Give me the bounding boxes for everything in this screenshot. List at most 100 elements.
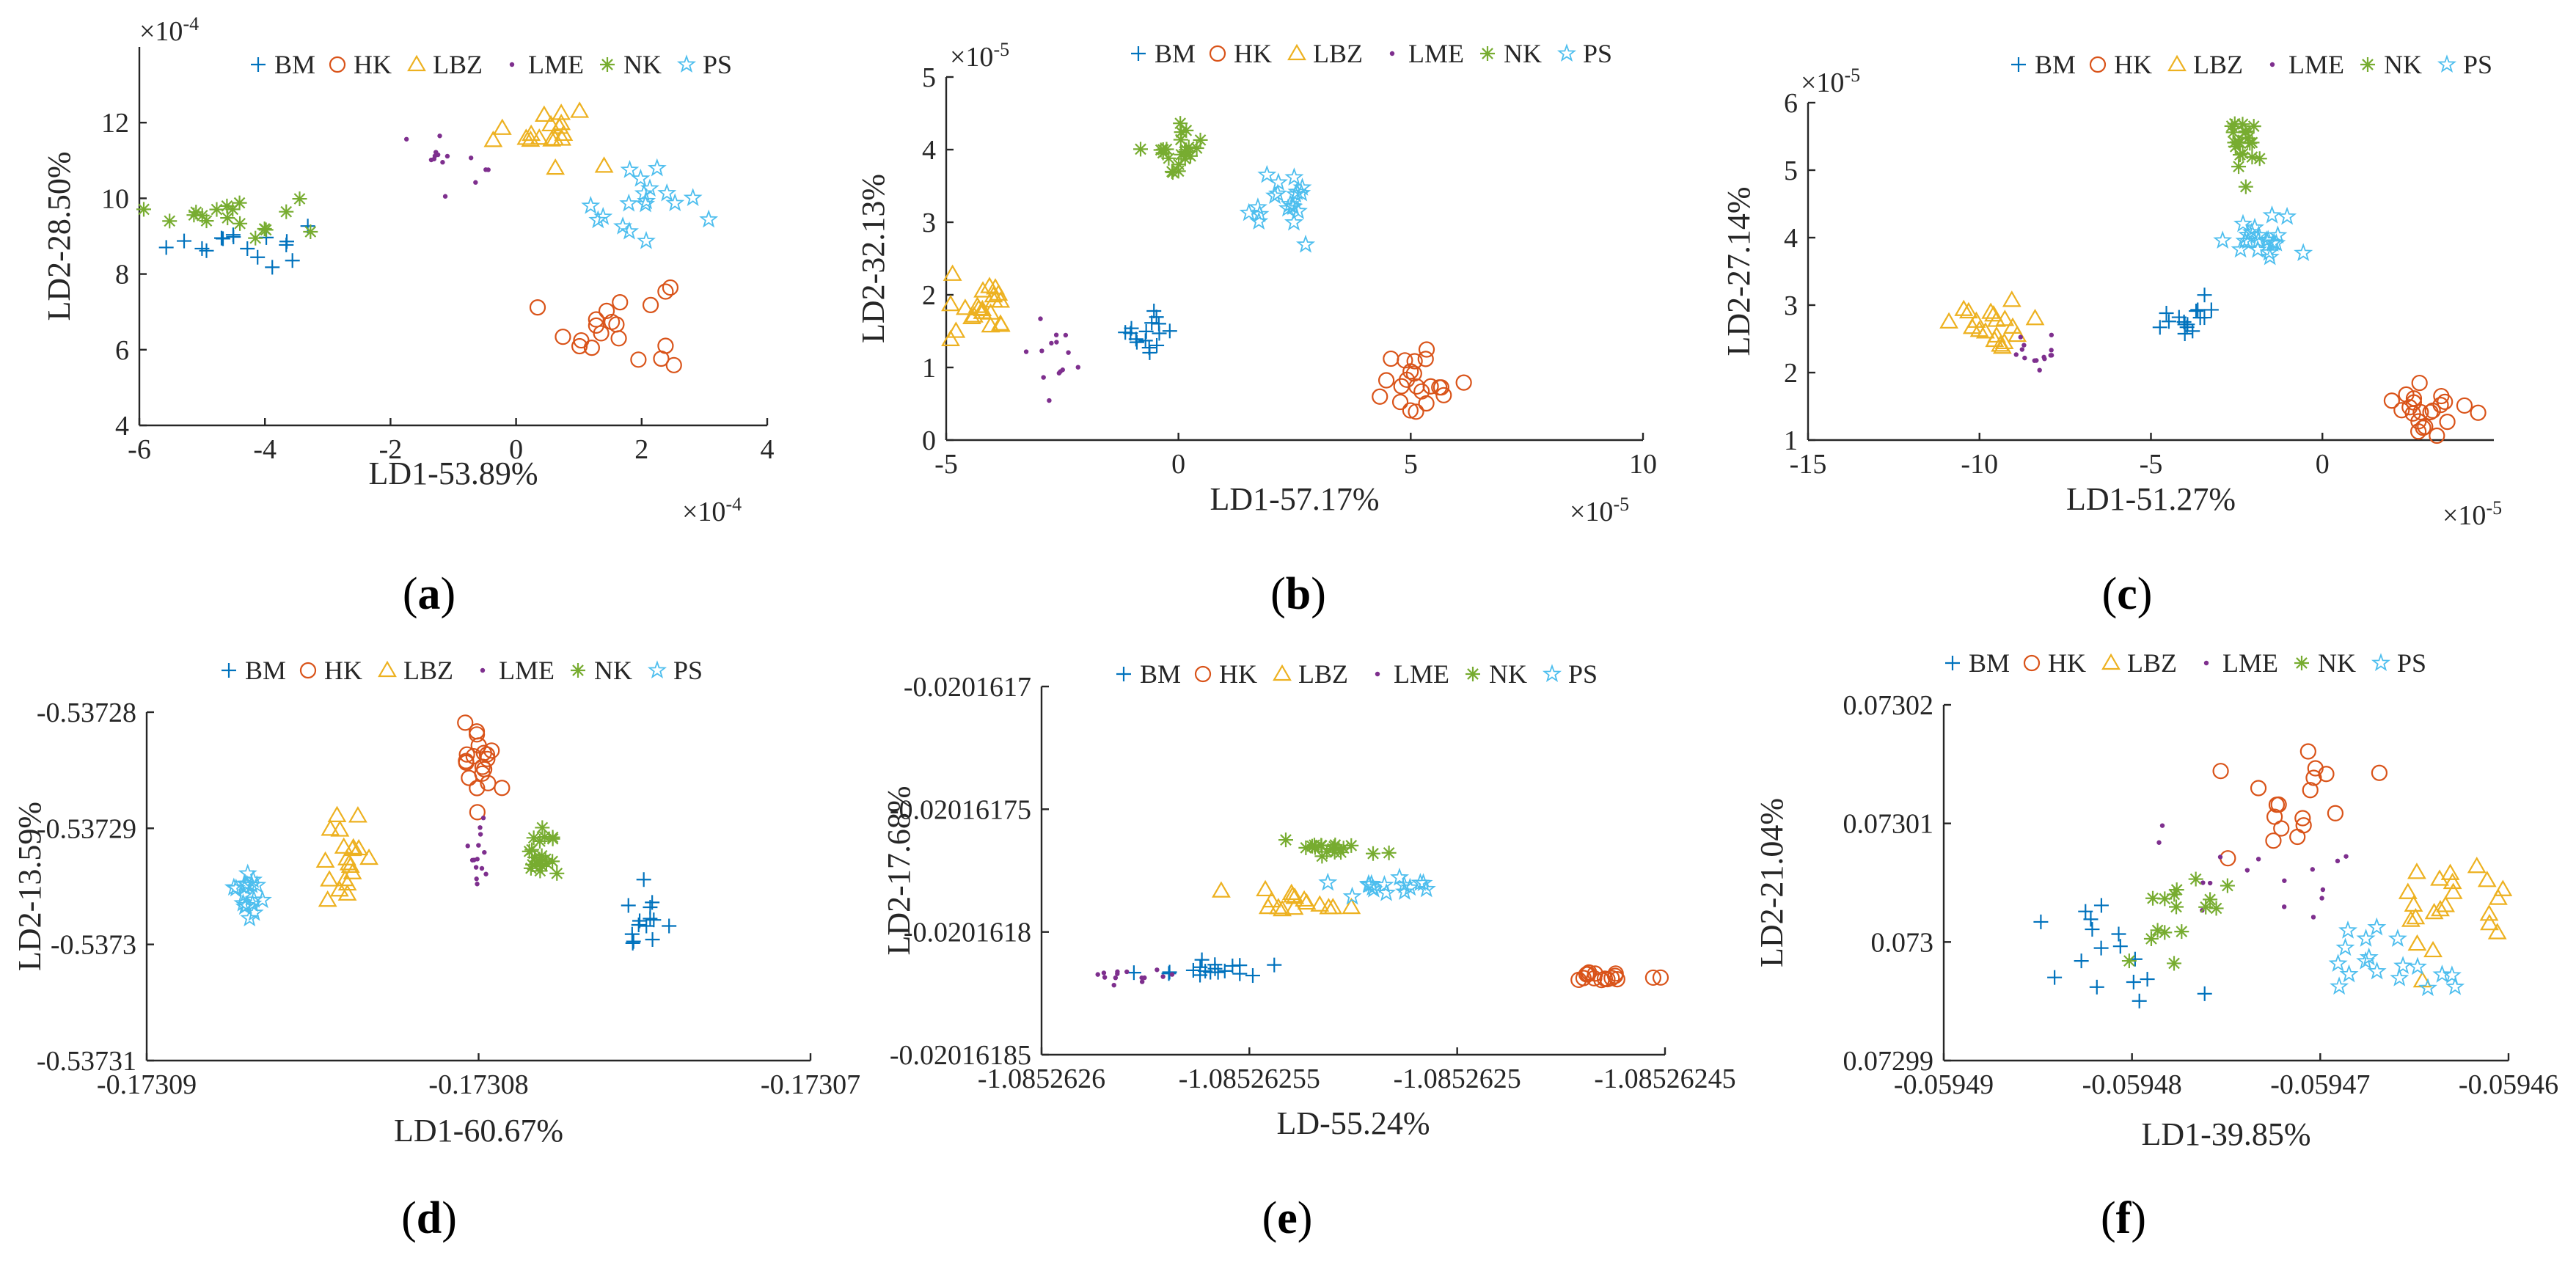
point-bm xyxy=(1151,316,1166,332)
point-lbz xyxy=(2488,888,2508,905)
point-hk xyxy=(457,714,474,731)
legend-item-bm: BM xyxy=(1131,39,1196,68)
point-lbz xyxy=(980,277,999,293)
point-ps xyxy=(665,193,685,212)
point-ps xyxy=(2359,947,2379,966)
series-hk xyxy=(2383,374,2487,444)
y-tick-label: 1 xyxy=(1784,425,1798,456)
series-lme xyxy=(1095,967,1175,988)
legend-label-bm: BM xyxy=(274,50,315,79)
y-tick-label: 0.073 xyxy=(1871,927,1934,958)
point-lbz xyxy=(1958,301,1978,319)
point-hk xyxy=(2299,743,2316,760)
point-lme xyxy=(1060,367,1065,373)
point-nk xyxy=(248,230,263,246)
legend-item-ps: PS xyxy=(1542,659,1598,689)
point-hk xyxy=(1418,395,1435,412)
series-lbz xyxy=(2398,857,2513,988)
point-nk xyxy=(232,195,247,210)
legend-item-ps: PS xyxy=(2437,50,2492,79)
series-bm xyxy=(158,219,315,275)
x-tick-label: -0.17309 xyxy=(97,1069,197,1100)
point-hk xyxy=(2383,392,2401,409)
point-bm xyxy=(1118,325,1133,340)
legend-label-lbz: LBZ xyxy=(433,50,483,79)
point-ps xyxy=(2328,953,2348,972)
point-lme xyxy=(2021,343,2027,348)
point-hk xyxy=(2429,427,2445,444)
point-lbz xyxy=(1281,883,1301,901)
chart-c: -15 -10 -5 0 1 2 3 4 5 6 LD1-51.27% LD2-27.14% ×10-5… xyxy=(1721,50,2502,619)
point-lbz xyxy=(1310,895,1330,912)
point-hk xyxy=(642,296,659,313)
point-hk xyxy=(461,769,477,786)
point-lme xyxy=(477,832,483,837)
point-hk xyxy=(2424,402,2441,419)
point-lme xyxy=(1113,975,1119,981)
legend-marker-ps xyxy=(2371,653,2391,672)
point-hk xyxy=(469,804,486,821)
point-lbz xyxy=(2479,904,2499,921)
point-nk xyxy=(1153,142,1168,158)
legend-label-bm: BM xyxy=(1155,39,1196,68)
panel-label: (d) xyxy=(401,1193,457,1243)
y-exponent-label: ×10-5 xyxy=(950,39,1009,73)
point-lme xyxy=(482,849,487,855)
point-lbz xyxy=(318,890,337,907)
series-nk xyxy=(522,820,565,881)
point-lbz xyxy=(594,156,614,173)
legend-marker-hk xyxy=(2089,56,2107,73)
legend: BM HK LBZ LME NK PS xyxy=(2011,50,2492,79)
y-axis-title: LD2-27.14% xyxy=(1721,187,1757,356)
point-nk xyxy=(2150,923,2165,938)
point-lbz xyxy=(2443,882,2463,899)
point-hk xyxy=(475,744,492,761)
point-hk xyxy=(1435,387,1452,403)
legend-label-nk: NK xyxy=(2384,50,2422,79)
point-lbz xyxy=(1966,311,1986,328)
series-ps xyxy=(224,863,272,927)
point-lme xyxy=(2244,868,2250,873)
y-exponent-label: ×10-4 xyxy=(139,13,199,47)
legend-label-nk: NK xyxy=(2318,648,2356,678)
point-lbz xyxy=(315,851,335,868)
point-ps xyxy=(1394,882,1414,900)
series-lme xyxy=(1023,316,1080,403)
point-hk xyxy=(2417,418,2434,435)
point-nk xyxy=(2232,147,2247,163)
point-lbz xyxy=(530,128,549,145)
point-lbz xyxy=(483,131,503,147)
legend-label-nk: NK xyxy=(623,50,662,79)
point-lme xyxy=(2018,334,2023,340)
point-lbz xyxy=(2398,882,2418,899)
x-exponent-label: ×10-5 xyxy=(2443,497,2502,531)
point-lbz xyxy=(337,884,357,901)
point-lbz xyxy=(2443,872,2462,890)
point-lme xyxy=(1169,972,1175,977)
point-hk xyxy=(2393,402,2410,419)
legend-marker-bm xyxy=(1131,46,1146,61)
point-hk xyxy=(1391,393,1409,411)
point-bm xyxy=(158,240,174,255)
point-lme xyxy=(2041,354,2046,360)
point-hk xyxy=(657,283,674,300)
point-bm xyxy=(1194,952,1210,967)
point-ps xyxy=(244,890,264,908)
legend: BM HK LBZ LME NK PS xyxy=(1131,39,1612,68)
point-lme xyxy=(473,180,478,185)
point-hk xyxy=(1644,969,1661,986)
point-nk xyxy=(1161,150,1177,166)
point-bm xyxy=(226,229,241,244)
point-lme xyxy=(2319,896,2324,901)
point-lbz xyxy=(984,285,1003,303)
point-ps xyxy=(2390,968,2409,986)
point-hk xyxy=(1406,353,1423,370)
point-lbz xyxy=(1939,312,1959,329)
series-bm xyxy=(1118,303,1177,360)
point-hk xyxy=(1372,388,1388,405)
legend-item-nk: NK xyxy=(1466,659,1527,689)
chart-a: -6 -4 -2 0 2 4 4 6 8 10 12 LD1-53.89% LD2-28.50% ×10-… xyxy=(41,13,775,619)
point-nk xyxy=(1366,846,1381,861)
point-ps xyxy=(235,896,255,915)
legend-item-hk: HK xyxy=(2089,50,2152,79)
